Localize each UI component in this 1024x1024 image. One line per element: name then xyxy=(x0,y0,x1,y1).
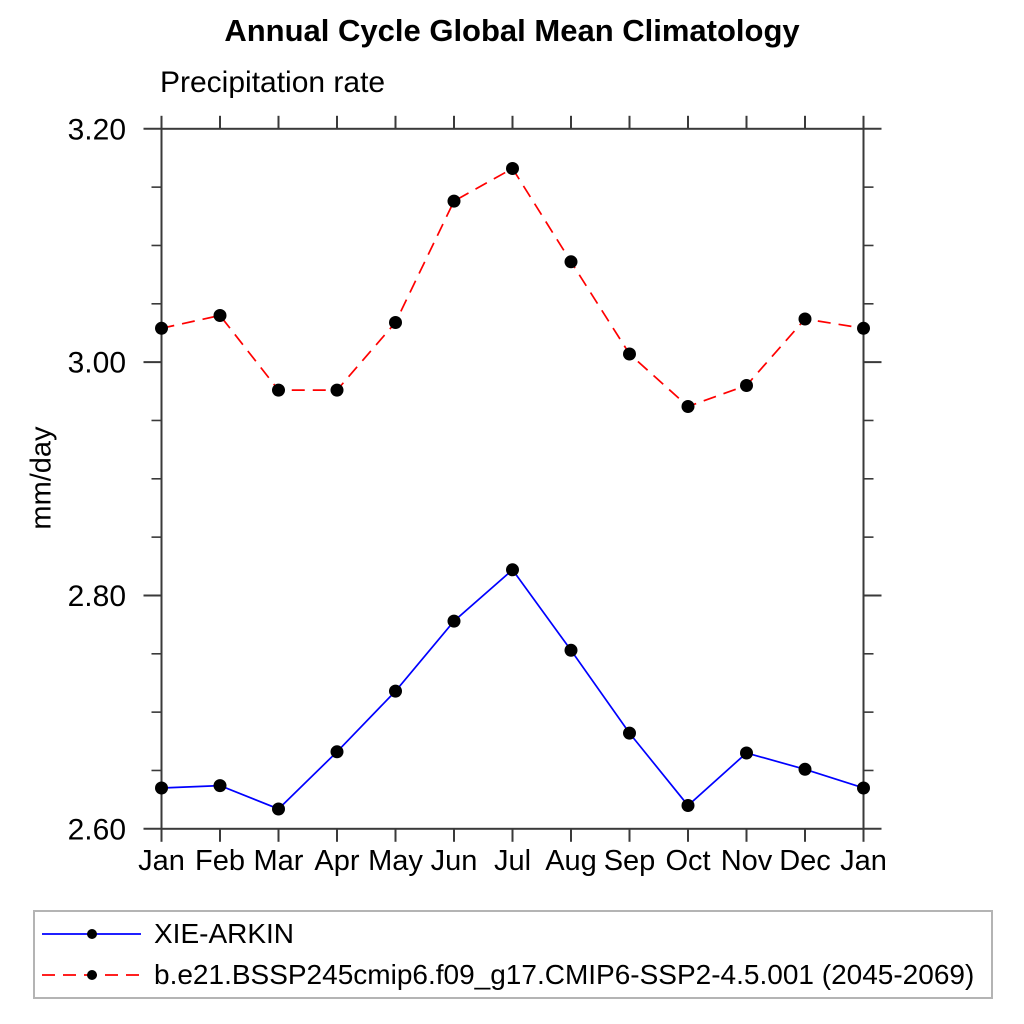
series-0-marker xyxy=(213,779,227,793)
series-1-marker xyxy=(272,383,285,397)
x-tick-label: Sep xyxy=(604,845,656,877)
plot-frame xyxy=(160,127,865,830)
y-tick-label: 2.80 xyxy=(68,580,126,613)
series-0-marker xyxy=(447,614,461,628)
legend-item-0: XIE-ARKIN xyxy=(42,914,991,955)
series-1-marker xyxy=(506,161,519,175)
y-tick-label: 3.20 xyxy=(68,113,126,146)
series-0-marker xyxy=(389,684,402,698)
x-tick-label: May xyxy=(368,845,423,877)
series-1-marker xyxy=(623,347,636,361)
x-tick-label: Dec xyxy=(779,845,831,877)
chart-subtitle: Precipitation rate xyxy=(160,66,386,99)
legend-label: XIE-ARKIN xyxy=(154,918,295,949)
legend-line-sample xyxy=(42,970,141,980)
series-1-marker xyxy=(213,308,227,322)
series-1-marker xyxy=(564,255,578,269)
series-1-marker xyxy=(389,315,402,329)
y-tick-label: 3.00 xyxy=(68,347,126,380)
x-tick-label: Jun xyxy=(431,845,478,877)
legend-marker-dot xyxy=(87,929,97,939)
legend-item-1: b.e21.BSSP245cmip6.f09_g17.CMIP6-SSP2-4.… xyxy=(42,955,991,996)
legend-label: b.e21.BSSP245cmip6.f09_g17.CMIP6-SSP2-4.… xyxy=(154,959,975,990)
chart-title: Annual Cycle Global Mean Climatology xyxy=(224,13,800,48)
series-1-marker xyxy=(740,378,753,392)
x-tick-label: Mar xyxy=(254,845,304,877)
series-0-marker xyxy=(681,798,695,812)
x-tick-label: Feb xyxy=(195,845,245,877)
x-tick-label: Oct xyxy=(665,845,710,877)
series-0-marker xyxy=(623,726,636,740)
series-0-marker xyxy=(564,643,578,657)
series-line-1 xyxy=(161,167,864,408)
legend-line-sample xyxy=(42,929,141,939)
x-tick-label: Apr xyxy=(314,845,359,877)
x-tick-label: Aug xyxy=(545,845,597,877)
series-1-marker xyxy=(330,383,344,397)
series-0-marker xyxy=(330,745,344,759)
legend-marker-dot xyxy=(87,970,97,980)
series-0-marker xyxy=(272,802,285,816)
series-0-marker xyxy=(506,563,519,577)
legend-box: XIE-ARKIN b.e21.BSSP245cmip6.f09_g17.CMIP… xyxy=(33,910,993,999)
x-tick-label: Jul xyxy=(494,845,531,877)
x-tick-label: Jan xyxy=(840,845,887,877)
series-0-marker xyxy=(155,781,168,795)
series-0-marker xyxy=(740,746,753,760)
series-1-marker xyxy=(798,312,812,326)
series-line-0 xyxy=(161,568,864,810)
series-0-marker xyxy=(798,762,812,776)
y-tick-label: 2.60 xyxy=(68,813,126,846)
series-1-marker xyxy=(155,321,168,335)
series-1-marker xyxy=(857,321,870,335)
x-tick-label: Nov xyxy=(721,845,773,877)
series-0-marker xyxy=(857,781,870,795)
x-tick-label: Jan xyxy=(138,845,185,877)
series-1-marker xyxy=(681,399,695,413)
series-1-marker xyxy=(447,194,461,208)
